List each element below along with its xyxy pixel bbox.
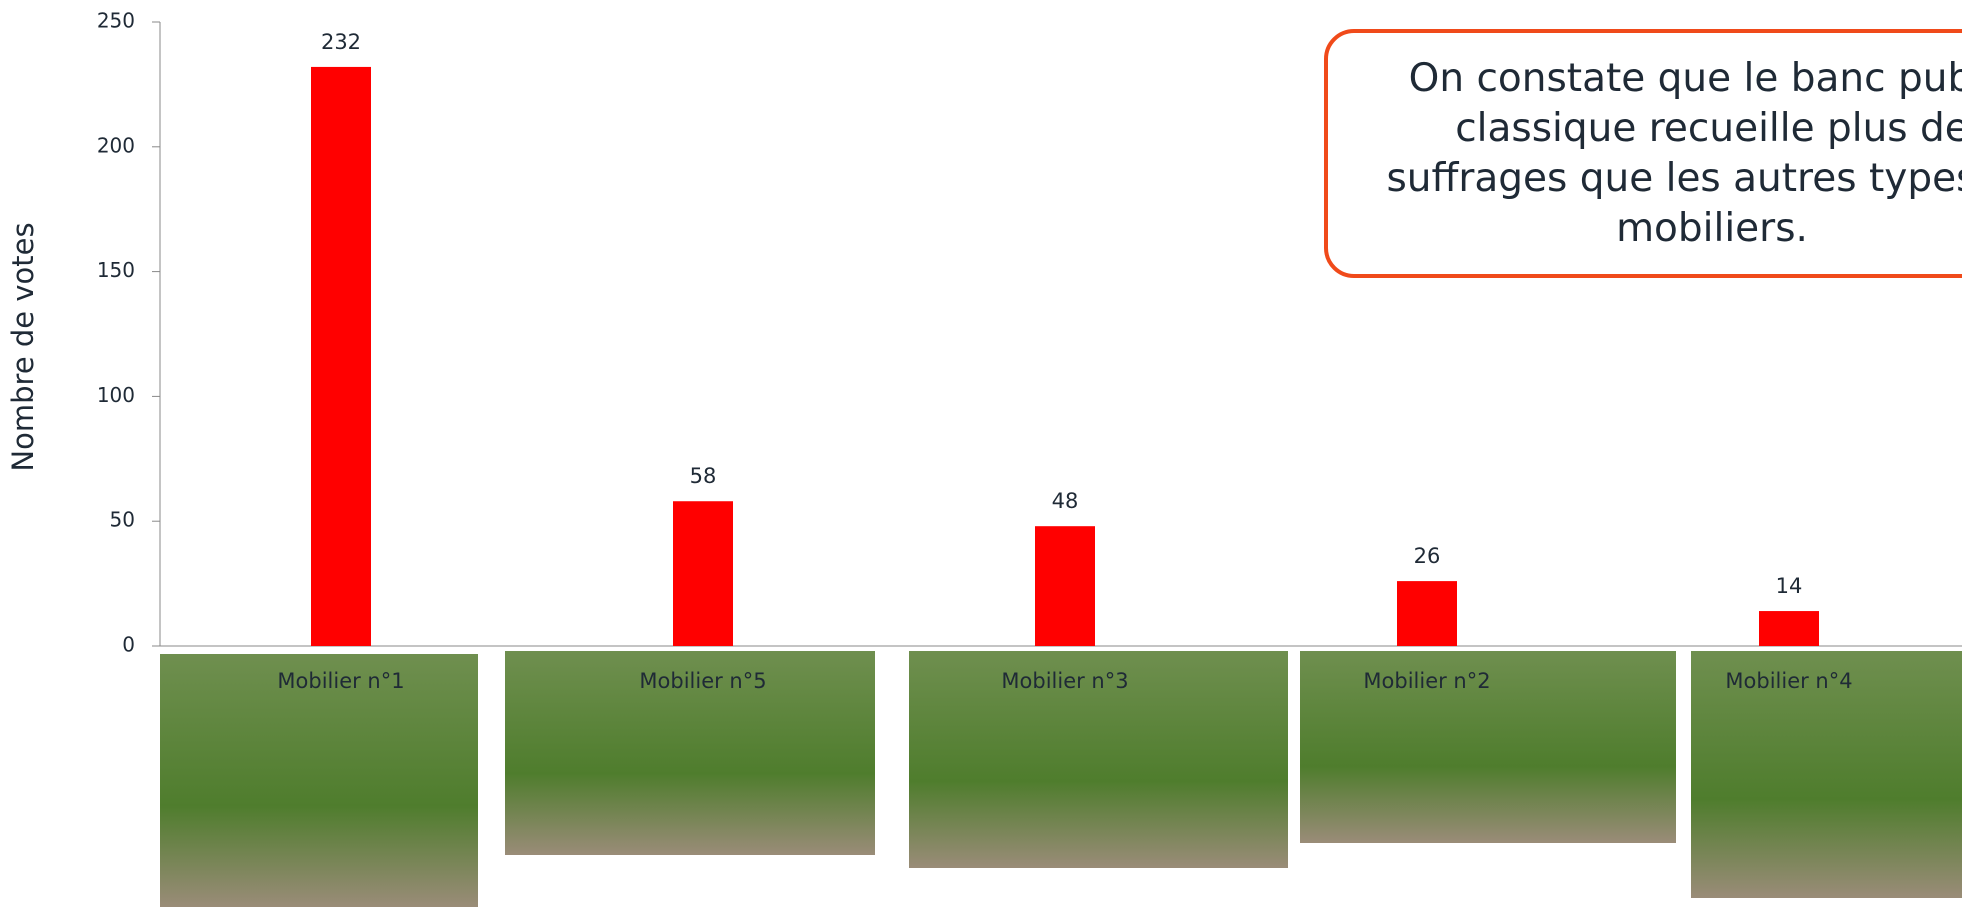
x-tick-label: Mobilier n°1 (277, 669, 404, 693)
value-label: 58 (690, 464, 717, 488)
y-tick-label: 200 (97, 133, 135, 157)
annotation-line: classique recueille plus de (1455, 106, 1962, 151)
bar (1035, 526, 1095, 646)
x-tick-label: Mobilier n°4 (1725, 669, 1852, 693)
y-tick-label: 250 (97, 9, 135, 33)
x-tick-label: Mobilier n°2 (1363, 669, 1490, 693)
annotation-box (1324, 29, 1962, 278)
value-label: 232 (321, 30, 361, 54)
annotation-line: suffrages que les autres types de (1386, 156, 1962, 201)
photo (909, 651, 1288, 868)
bar (673, 501, 733, 646)
photo (505, 651, 875, 855)
value-label: 14 (1776, 574, 1803, 598)
annotation-line: On constate que le banc public (1409, 56, 1962, 101)
x-tick-label: Mobilier n°5 (639, 669, 766, 693)
bar (311, 66, 371, 647)
bar (1397, 581, 1457, 646)
y-tick-label: 50 (110, 508, 135, 532)
y-tick-label: 100 (97, 383, 135, 407)
photo (160, 654, 478, 907)
value-label: 26 (1414, 544, 1441, 568)
bar (1759, 611, 1819, 646)
photo (1691, 651, 1962, 898)
y-axis-title: Nombre de votes (6, 222, 40, 471)
photo (1300, 651, 1676, 843)
y-tick-label: 150 (97, 258, 135, 282)
y-tick-label: 0 (122, 633, 135, 657)
photos (160, 651, 1962, 907)
annotation-line: mobiliers. (1616, 206, 1808, 251)
x-tick-label: Mobilier n°3 (1001, 669, 1128, 693)
annotation: On constate que le banc public classique … (1386, 56, 1962, 251)
value-label: 48 (1052, 489, 1079, 513)
